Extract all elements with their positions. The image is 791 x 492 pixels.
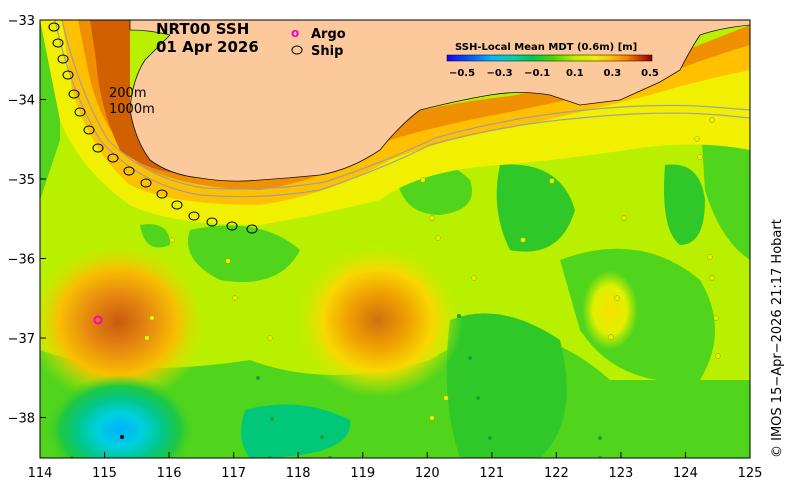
x-tick-label: 118	[286, 466, 311, 481]
drifter-dots	[144, 117, 721, 421]
colorbar: SSH-Local Mean MDT (0.6m) [m] −0.5 −0.3 −0…	[446, 42, 659, 79]
y-tick-label: −35	[8, 173, 35, 188]
colorbar-title: SSH-Local Mean MDT (0.6m) [m]	[455, 42, 637, 53]
colorbar-tick-label: 0.1	[566, 68, 584, 79]
argo-float-marker	[93, 315, 103, 325]
x-tick-label: 125	[738, 466, 763, 481]
x-tick-label: 120	[415, 466, 440, 481]
y-tick-label: −36	[8, 253, 35, 268]
x-tick-label: 114	[28, 466, 53, 481]
legend: o Argo Ship	[291, 26, 346, 59]
ship-legend-label: Ship	[311, 44, 343, 59]
colorbar-ramp	[446, 54, 653, 62]
colorbar-tick-label: 0.5	[641, 68, 659, 79]
map-date: 01 Apr 2026	[156, 38, 259, 56]
x-tick-label: 117	[221, 466, 246, 481]
x-axis: 114 115 116 117 118 119 120 121 122 123 124 125	[28, 452, 763, 481]
colorbar-tick-label: 0.3	[604, 68, 622, 79]
x-tick-label: 124	[673, 466, 698, 481]
colorbar-tick-label: −0.5	[449, 68, 475, 79]
x-tick-label: 123	[608, 466, 633, 481]
isobath-1000m-label: 1000m	[109, 102, 155, 117]
argo-legend-label: Argo	[311, 27, 346, 42]
x-tick-label: 115	[92, 466, 117, 481]
argo-legend-icon: o	[291, 26, 299, 40]
map-title: NRT00 SSH	[156, 20, 249, 38]
y-tick-label: −34	[8, 94, 35, 109]
y-tick-label: −33	[8, 14, 35, 29]
colorbar-tick-label: −0.1	[524, 68, 550, 79]
colorbar-tick-label: −0.3	[487, 68, 513, 79]
x-tick-label: 116	[157, 466, 182, 481]
x-tick-label: 122	[544, 466, 569, 481]
credit-text: © IMOS 15−Apr−2026 21:17 Hobart	[770, 219, 785, 458]
y-axis: −33 −34 −35 −36 −37 −38	[8, 14, 46, 427]
x-tick-label: 119	[350, 466, 375, 481]
ship-track	[48, 22, 258, 234]
ship-legend-icon	[291, 45, 303, 55]
isobath-200m-label: 200m	[109, 86, 146, 101]
y-tick-label: −38	[8, 412, 35, 427]
y-tick-label: −37	[8, 332, 35, 347]
x-tick-label: 121	[479, 466, 504, 481]
